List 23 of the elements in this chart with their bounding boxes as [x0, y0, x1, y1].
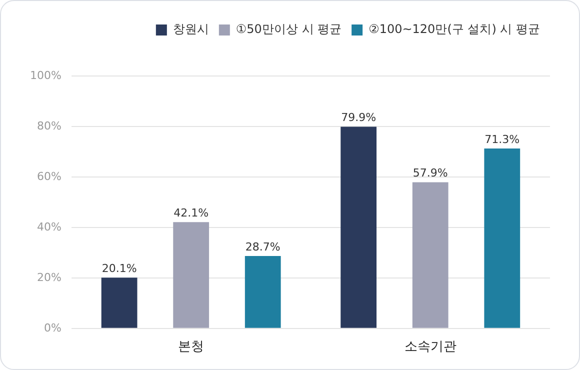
bar [340, 126, 377, 328]
y-tick-label: 40% [36, 220, 62, 234]
bar [101, 278, 138, 328]
legend-label: ①50만이상 시 평균 [236, 22, 342, 36]
legend-label: 창원시 [172, 22, 209, 36]
data-label: 20.1% [102, 262, 137, 276]
x-tick-label: 소속기관 [404, 340, 456, 355]
legend-label: ②100~120만(구 설치) 시 평균 [368, 22, 540, 36]
y-tick-label: 100% [30, 68, 62, 82]
data-label: 79.9% [341, 111, 376, 124]
bar [484, 148, 520, 328]
data-label: 28.7% [245, 240, 280, 254]
y-tick-label: 60% [36, 170, 62, 183]
data-label: 42.1% [174, 206, 209, 220]
y-tick-label: 20% [36, 270, 62, 284]
data-label: 57.9% [412, 166, 448, 180]
x-tick-label: 본청 [178, 340, 204, 355]
bar [412, 182, 448, 328]
y-tick-label: 80% [36, 119, 62, 132]
bar [173, 222, 210, 328]
data-label: 71.3% [484, 132, 520, 146]
bar [244, 256, 281, 328]
y-tick-label: 0% [44, 321, 62, 334]
